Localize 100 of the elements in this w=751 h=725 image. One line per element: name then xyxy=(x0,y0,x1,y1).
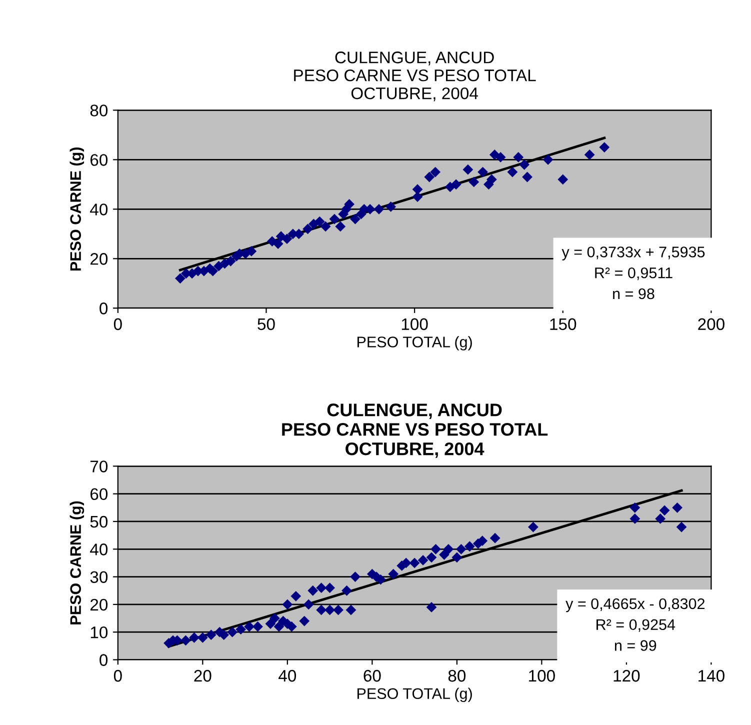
y-axis-title: PESO CARNE (g) xyxy=(70,148,84,271)
point xyxy=(180,635,191,646)
y-tick-label: 50 xyxy=(90,516,108,528)
x-tick-label: 0 xyxy=(114,318,122,330)
x-tick-label: 60 xyxy=(364,670,381,682)
point xyxy=(282,234,292,244)
y-tick-label: 0 xyxy=(100,302,108,314)
point xyxy=(282,599,293,610)
point xyxy=(303,599,314,610)
y-tick-label: 40 xyxy=(90,204,108,216)
point xyxy=(430,544,441,554)
point xyxy=(490,532,500,544)
point xyxy=(346,604,356,616)
point xyxy=(584,150,595,160)
point xyxy=(197,632,208,643)
annotation: y = 0,3733x + 7,5935 R² = 0,9511 n = 98 xyxy=(562,246,705,300)
x-tick-label: 100 xyxy=(529,670,555,682)
y-tick-label: 70 xyxy=(90,460,108,472)
y-tick-label: 20 xyxy=(90,598,108,611)
point xyxy=(175,273,186,284)
y-tick-label: 10 xyxy=(90,626,108,638)
point xyxy=(519,159,530,170)
point xyxy=(462,164,474,175)
point xyxy=(374,204,384,214)
point xyxy=(246,246,257,256)
point xyxy=(316,604,327,616)
point xyxy=(478,166,488,178)
point xyxy=(265,618,276,629)
point xyxy=(443,544,454,554)
x-axis-title: PESO TOTAL (g) xyxy=(358,336,472,350)
point xyxy=(342,585,352,596)
x-tick-label: 140 xyxy=(698,670,724,682)
point xyxy=(308,585,318,596)
y-tick-label: 60 xyxy=(90,154,108,166)
point xyxy=(418,555,428,566)
x-tick-label: 50 xyxy=(258,318,275,330)
y-tick-label: 20 xyxy=(90,253,108,265)
point xyxy=(274,621,284,632)
point xyxy=(495,152,506,162)
chart-title: CULENGUE, ANCUD PESO CARNE VS PESO TOTAL OCTUBRE, 2004 xyxy=(294,52,536,102)
point xyxy=(424,172,435,182)
point xyxy=(672,502,682,513)
point xyxy=(542,154,554,165)
point xyxy=(218,630,230,640)
x-tick-label: 120 xyxy=(614,670,640,682)
point xyxy=(333,604,344,616)
point xyxy=(388,568,399,580)
point xyxy=(320,221,331,232)
point xyxy=(350,214,360,224)
point xyxy=(630,514,640,524)
y-tick-label: 40 xyxy=(90,544,108,556)
y-tick-label: 0 xyxy=(100,654,108,666)
point xyxy=(290,590,302,602)
point xyxy=(513,152,524,162)
x-tick-label: 40 xyxy=(278,670,296,682)
point xyxy=(329,214,340,224)
point xyxy=(206,630,216,640)
point xyxy=(244,621,254,632)
annotation: y = 0,4665x - 0,8302 R² = 0,9254 n = 99 xyxy=(566,598,705,651)
x-tick-label: 200 xyxy=(698,318,724,330)
point xyxy=(426,552,437,563)
y-tick-label: 60 xyxy=(90,488,108,500)
x-axis-title: PESO TOTAL (g) xyxy=(358,688,472,702)
x-tick-label: 0 xyxy=(114,670,122,682)
point xyxy=(507,166,518,178)
point xyxy=(314,216,325,227)
point xyxy=(236,624,246,635)
point xyxy=(464,541,475,552)
point xyxy=(426,602,437,612)
point xyxy=(456,544,466,554)
x-tick-label: 100 xyxy=(402,318,428,330)
point xyxy=(486,174,497,185)
point xyxy=(252,621,263,632)
point xyxy=(599,142,610,153)
point xyxy=(344,199,354,210)
point xyxy=(409,558,420,568)
point xyxy=(468,176,480,188)
point xyxy=(270,613,280,624)
point xyxy=(272,238,284,249)
point xyxy=(439,549,450,560)
point xyxy=(450,179,462,190)
point xyxy=(302,224,313,234)
point xyxy=(386,201,396,212)
point xyxy=(430,166,441,178)
point xyxy=(225,256,236,266)
point xyxy=(528,522,538,532)
point xyxy=(188,632,200,643)
point xyxy=(324,582,335,594)
point xyxy=(655,514,666,524)
chart-title: CULENGUE, ANCUD PESO CARNE VS PESO TOTAL OCTUBRE, 2004 xyxy=(282,404,548,458)
x-tick-label: 150 xyxy=(550,318,576,330)
point xyxy=(676,522,687,532)
point xyxy=(522,172,532,182)
point xyxy=(350,572,360,582)
y-tick-label: 30 xyxy=(90,571,108,583)
x-tick-label: 20 xyxy=(194,670,212,682)
point xyxy=(316,582,327,594)
point xyxy=(659,505,670,516)
point xyxy=(324,604,335,616)
point xyxy=(452,552,462,563)
